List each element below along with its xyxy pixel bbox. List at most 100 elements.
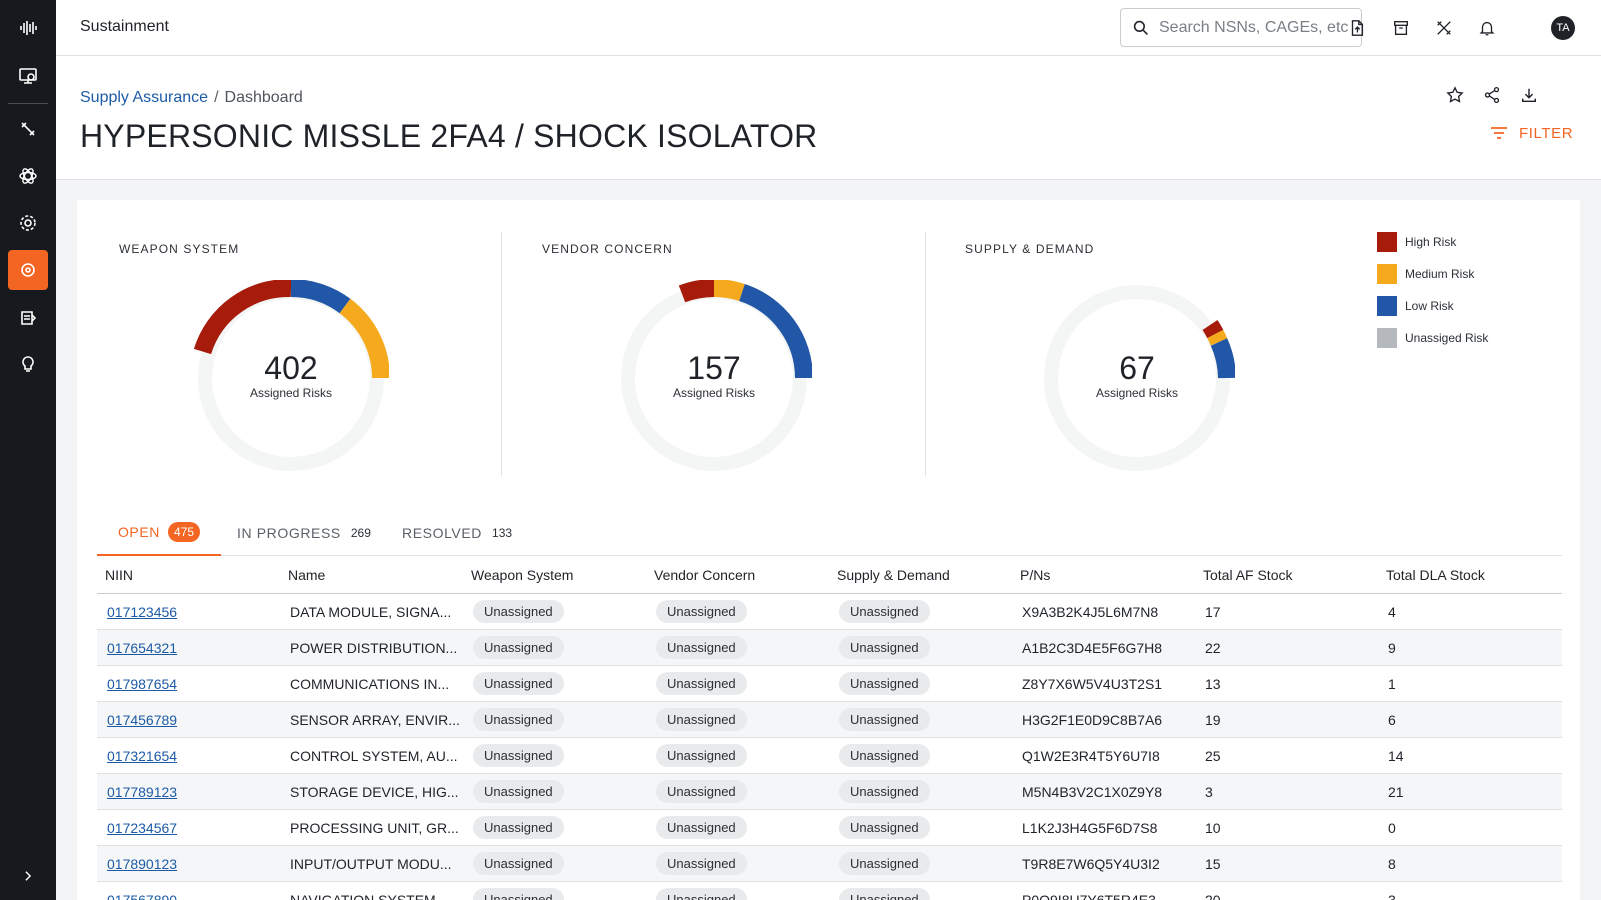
niin-link[interactable]: 017789123	[107, 783, 178, 800]
table-row[interactable]: 017321654 CONTROL SYSTEM, AU... Unassigned…	[97, 738, 1562, 774]
niin-link[interactable]: 017456789	[107, 711, 178, 728]
rail-reports-icon[interactable]	[8, 298, 48, 338]
donut-sub-vendor-concern: Assigned Risks	[672, 386, 756, 400]
niin-link[interactable]: 017654321	[107, 639, 178, 656]
niin-link[interactable]: 017987654	[107, 675, 178, 692]
cell-vendor-concern: Unassigned	[646, 744, 829, 767]
search-input[interactable]	[1159, 18, 1349, 37]
cell-vendor-concern: Unassigned	[646, 852, 829, 875]
rail-dashboard-icon[interactable]	[8, 56, 48, 96]
column-header-name[interactable]: Name	[288, 566, 326, 583]
notification-bell-icon[interactable]	[1476, 17, 1498, 39]
risk-table: NIIN Name Weapon System Vendor Concern S…	[97, 556, 1562, 900]
legend-item-low: Low Risk	[1377, 296, 1488, 316]
cell-total-af-stock: 3	[1205, 783, 1213, 800]
donut-chart-weapon-system[interactable]	[193, 280, 389, 476]
table-row[interactable]: 017567890 NAVIGATION SYSTEM... Unassigned U…	[97, 882, 1562, 900]
tab-label: IN PROGRESS	[237, 525, 341, 541]
niin-link[interactable]: 017234567	[107, 819, 178, 836]
donut-chart-vendor-concern[interactable]	[616, 280, 812, 476]
archive-icon[interactable]	[1390, 17, 1412, 39]
niin-link[interactable]: 017321654	[107, 747, 178, 764]
top-bar: Sustainment TA	[56, 0, 1601, 56]
cell-total-dla-stock: 4	[1388, 603, 1396, 620]
cell-pns: A1B2C3D4E5F6G7H8	[1022, 639, 1163, 656]
cell-name: COMMUNICATIONS IN...	[290, 675, 450, 692]
cell-niin: 017567890	[97, 892, 280, 900]
status-chip: Unassigned	[839, 852, 930, 875]
cell-pns: M5N4B3V2C1X0Z9Y8	[1022, 783, 1163, 800]
cell-niin: 017234567	[97, 820, 280, 836]
donut-value-vendor-concern: 157	[687, 350, 741, 386]
cell-pns: H3G2F1E0D9C8B7A6	[1022, 711, 1163, 728]
cell-vendor-concern: Unassigned	[646, 888, 829, 900]
legend-swatch-high	[1377, 232, 1397, 252]
tab-in-progress[interactable]: IN PROGRESS 269	[237, 510, 371, 556]
rail-supply-assurance-icon[interactable]	[8, 250, 48, 290]
rail-tools-icon[interactable]	[8, 109, 48, 149]
page-title: HYPERSONIC MISSLE 2FA4 / SHOCK ISOLATOR	[80, 118, 818, 154]
download-icon[interactable]	[1518, 84, 1540, 106]
legend-item-high: High Risk	[1377, 232, 1488, 252]
filter-button[interactable]: FILTER	[1489, 123, 1573, 143]
left-nav-rail	[0, 0, 56, 900]
niin-link[interactable]: 017567890	[107, 891, 178, 900]
donut-chart-supply-demand[interactable]	[1039, 280, 1235, 476]
table-row[interactable]: 017456789 SENSOR ARRAY, ENVIR... Unassigne…	[97, 702, 1562, 738]
cell-weapon-system: Unassigned	[463, 672, 646, 695]
donut-value-supply-demand: 67	[1119, 350, 1155, 386]
column-header-weapon-system[interactable]: Weapon System	[471, 566, 574, 583]
table-row[interactable]: 017234567 PROCESSING UNIT, GR... Unassigne…	[97, 810, 1562, 846]
cell-pns: L1K2J3H4G5F6D7S8	[1022, 819, 1158, 836]
rail-expand-icon[interactable]	[18, 866, 38, 886]
cell-supply-demand: Unassigned	[829, 780, 1012, 803]
column-header-supply-demand[interactable]: Supply & Demand	[837, 566, 950, 583]
user-avatar[interactable]: TA	[1551, 16, 1575, 40]
niin-link[interactable]: 017890123	[107, 855, 178, 872]
cell-total-af-stock: 25	[1205, 747, 1221, 764]
tab-resolved[interactable]: RESOLVED 133	[402, 510, 512, 556]
favorite-star-icon[interactable]	[1444, 84, 1466, 106]
share-icon[interactable]	[1481, 84, 1503, 106]
cell-total-dla-stock: 0	[1388, 819, 1396, 836]
niin-link[interactable]: 017123456	[107, 603, 178, 620]
status-chip: Unassigned	[839, 636, 930, 659]
status-chip: Unassigned	[473, 672, 564, 695]
column-header-total-af-stock[interactable]: Total AF Stock	[1203, 566, 1293, 583]
rail-atom-icon[interactable]	[8, 156, 48, 196]
table-row[interactable]: 017890123 INPUT/OUTPUT MODU... Unassigned U…	[97, 846, 1562, 882]
upload-document-icon[interactable]	[1346, 17, 1368, 39]
cell-weapon-system: Unassigned	[463, 600, 646, 623]
rail-divider	[8, 103, 48, 104]
rail-lightbulb-icon[interactable]	[8, 344, 48, 384]
cell-total-dla-stock: 9	[1388, 639, 1396, 656]
table-row[interactable]: 017987654 COMMUNICATIONS IN... Unassigned U…	[97, 666, 1562, 702]
status-chip: Unassigned	[473, 852, 564, 875]
tools-icon[interactable]	[1433, 17, 1455, 39]
rail-settings-icon[interactable]	[8, 203, 48, 243]
status-chip: Unassigned	[473, 744, 564, 767]
table-row[interactable]: 017123456 DATA MODULE, SIGNA... Unassigned…	[97, 594, 1562, 630]
breadcrumb-link-supply-assurance[interactable]: Supply Assurance	[80, 89, 209, 106]
cell-supply-demand: Unassigned	[829, 708, 1012, 731]
cell-weapon-system: Unassigned	[463, 744, 646, 767]
tab-open[interactable]: OPEN 475	[97, 510, 221, 556]
table-row[interactable]: 017789123 STORAGE DEVICE, HIG... Unassigne…	[97, 774, 1562, 810]
rail-logo-icon[interactable]	[8, 8, 48, 48]
status-chip: Unassigned	[656, 888, 747, 900]
column-header-niin[interactable]: NIIN	[105, 566, 133, 583]
search-box[interactable]	[1120, 8, 1362, 47]
tab-label: RESOLVED	[402, 525, 483, 541]
status-chip: Unassigned	[839, 888, 930, 900]
cell-niin: 017987654	[97, 676, 280, 692]
legend-label: Unassiged Risk	[1405, 331, 1489, 345]
column-header-pns[interactable]: P/Ns	[1020, 566, 1051, 583]
table-row[interactable]: 017654321 POWER DISTRIBUTION... Unassigned…	[97, 630, 1562, 666]
section-divider	[925, 232, 926, 476]
column-header-vendor-concern[interactable]: Vendor Concern	[654, 566, 756, 583]
cell-total-dla-stock: 3	[1388, 891, 1396, 900]
column-header-total-dla-stock[interactable]: Total DLA Stock	[1386, 566, 1485, 583]
page-header: Supply Assurance / Dashboard HYPERSONIC MI…	[56, 56, 1601, 180]
cell-total-dla-stock: 21	[1388, 783, 1404, 800]
cell-name: PROCESSING UNIT, GR...	[290, 819, 459, 836]
